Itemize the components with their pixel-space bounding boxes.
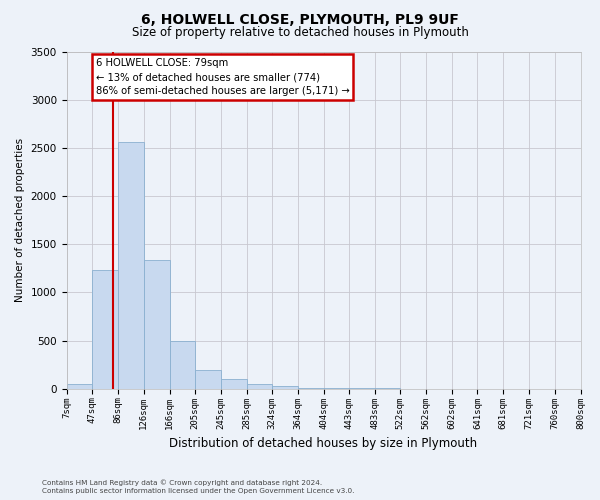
Y-axis label: Number of detached properties: Number of detached properties bbox=[15, 138, 25, 302]
Bar bbox=[195, 370, 221, 389]
Bar bbox=[118, 142, 143, 389]
Text: Contains HM Land Registry data © Crown copyright and database right 2024.
Contai: Contains HM Land Registry data © Crown c… bbox=[42, 480, 355, 494]
Bar bbox=[272, 386, 298, 389]
Bar bbox=[143, 260, 170, 389]
Bar bbox=[247, 384, 272, 389]
Text: 6, HOLWELL CLOSE, PLYMOUTH, PL9 9UF: 6, HOLWELL CLOSE, PLYMOUTH, PL9 9UF bbox=[141, 12, 459, 26]
X-axis label: Distribution of detached houses by size in Plymouth: Distribution of detached houses by size … bbox=[169, 437, 478, 450]
Bar bbox=[67, 384, 92, 389]
Bar bbox=[92, 270, 118, 389]
Bar bbox=[170, 340, 195, 389]
Text: 6 HOLWELL CLOSE: 79sqm
← 13% of detached houses are smaller (774)
86% of semi-de: 6 HOLWELL CLOSE: 79sqm ← 13% of detached… bbox=[95, 58, 349, 96]
Bar bbox=[221, 378, 247, 389]
Text: Size of property relative to detached houses in Plymouth: Size of property relative to detached ho… bbox=[131, 26, 469, 39]
